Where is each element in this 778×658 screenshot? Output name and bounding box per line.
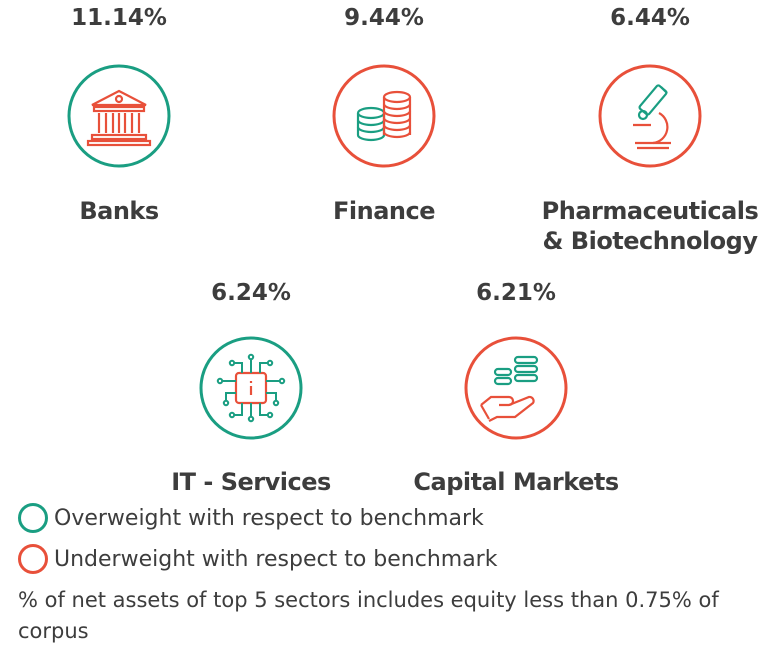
underweight-legend-swatch [18, 544, 48, 574]
chip-icon [199, 336, 303, 440]
legend-overweight-label: Overweight with respect to benchmark [54, 505, 484, 531]
sector-value-finance: 9.44% [344, 5, 424, 31]
legend-underweight-label: Underweight with respect to benchmark [54, 546, 498, 572]
sector-label-capital-markets: Capital Markets [413, 468, 619, 496]
overweight-legend-swatch [18, 503, 48, 533]
sector-label-it: IT - Services [171, 468, 331, 496]
sector-value-banks: 11.14% [71, 5, 167, 31]
sector-label-pharma-line2: & Biotechnology [542, 227, 758, 255]
legend-underweight: Underweight with respect to benchmark [18, 544, 497, 574]
sector-label-pharma-line1: Pharmaceuticals [541, 197, 759, 225]
sector-value-capital-markets: 6.21% [476, 280, 556, 306]
sector-value-pharma: 6.44% [610, 5, 690, 31]
coins-icon [332, 64, 436, 168]
legend-overweight: Overweight with respect to benchmark [18, 503, 484, 533]
hand-coins-icon [464, 336, 568, 440]
sector-label-banks: Banks [79, 197, 159, 225]
sector-value-it: 6.24% [211, 280, 291, 306]
sector-label-finance: Finance [333, 197, 436, 225]
microscope-icon [598, 64, 702, 168]
footnote: % of net assets of top 5 sectors include… [18, 588, 719, 643]
bank-icon [67, 64, 171, 168]
